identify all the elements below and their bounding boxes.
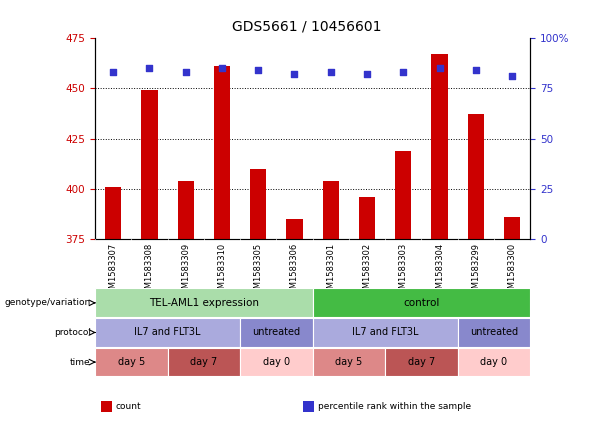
- Text: GSM1583306: GSM1583306: [290, 243, 299, 299]
- Bar: [214, 66, 230, 239]
- Point: [217, 65, 227, 71]
- Text: GSM1583304: GSM1583304: [435, 243, 444, 299]
- Bar: [458, 318, 530, 347]
- Point: [289, 71, 299, 78]
- Text: day 7: day 7: [408, 357, 435, 367]
- Text: GSM1583308: GSM1583308: [145, 243, 154, 299]
- Bar: [105, 187, 121, 239]
- Bar: [322, 181, 339, 239]
- Text: GSM1583305: GSM1583305: [254, 243, 263, 299]
- Text: percentile rank within the sample: percentile rank within the sample: [318, 402, 471, 412]
- Point: [435, 65, 444, 71]
- Text: day 5: day 5: [335, 357, 362, 367]
- Bar: [313, 288, 530, 317]
- Text: GSM1583303: GSM1583303: [399, 243, 408, 299]
- Bar: [95, 318, 240, 347]
- Text: GSM1583310: GSM1583310: [218, 243, 226, 299]
- Text: GSM1583300: GSM1583300: [508, 243, 517, 299]
- Bar: [286, 219, 303, 239]
- Bar: [240, 348, 313, 376]
- Bar: [359, 197, 375, 239]
- Text: untreated: untreated: [470, 327, 518, 338]
- Bar: [167, 348, 240, 376]
- Text: GSM1583309: GSM1583309: [181, 243, 190, 299]
- Point: [326, 69, 336, 76]
- Text: IL7 and FLT3L: IL7 and FLT3L: [134, 327, 201, 338]
- Bar: [468, 114, 484, 239]
- Text: time: time: [70, 357, 91, 367]
- Bar: [240, 318, 313, 347]
- Text: GSM1583307: GSM1583307: [109, 243, 118, 299]
- Bar: [95, 348, 167, 376]
- Text: GDS5661 / 10456601: GDS5661 / 10456601: [232, 19, 381, 33]
- Bar: [313, 318, 458, 347]
- Text: TEL-AML1 expression: TEL-AML1 expression: [149, 298, 259, 308]
- Text: day 0: day 0: [481, 357, 508, 367]
- Text: GSM1583299: GSM1583299: [471, 243, 481, 299]
- Point: [398, 69, 408, 76]
- Point: [181, 69, 191, 76]
- Bar: [504, 217, 520, 239]
- Bar: [178, 181, 194, 239]
- Point: [362, 71, 372, 78]
- Bar: [432, 54, 447, 239]
- Point: [145, 65, 154, 71]
- Bar: [313, 348, 385, 376]
- Text: IL7 and FLT3L: IL7 and FLT3L: [352, 327, 419, 338]
- Text: control: control: [403, 298, 440, 308]
- Point: [109, 69, 118, 76]
- Bar: [385, 348, 458, 376]
- Text: day 5: day 5: [118, 357, 145, 367]
- Text: genotype/variation: genotype/variation: [4, 298, 91, 308]
- Text: GSM1583301: GSM1583301: [326, 243, 335, 299]
- Bar: [250, 169, 267, 239]
- Bar: [95, 288, 313, 317]
- Text: day 7: day 7: [190, 357, 218, 367]
- Point: [253, 67, 263, 74]
- Text: day 0: day 0: [263, 357, 290, 367]
- Point: [507, 73, 517, 80]
- Bar: [395, 151, 411, 239]
- Text: GSM1583302: GSM1583302: [362, 243, 371, 299]
- Text: count: count: [116, 402, 142, 412]
- Point: [471, 67, 481, 74]
- Text: untreated: untreated: [253, 327, 300, 338]
- Text: protocol: protocol: [54, 328, 91, 337]
- Bar: [458, 348, 530, 376]
- Bar: [141, 90, 158, 239]
